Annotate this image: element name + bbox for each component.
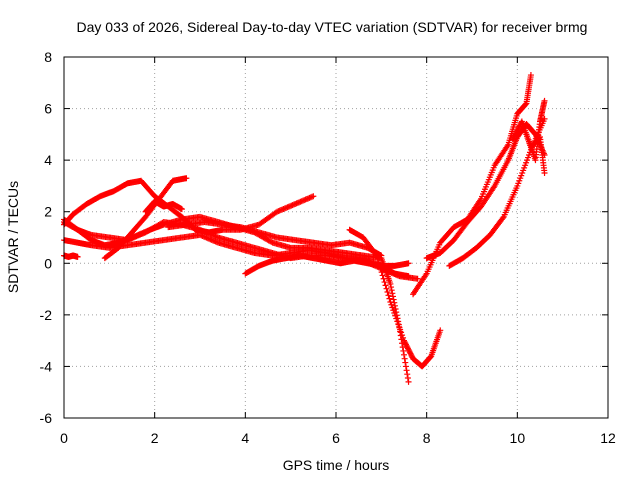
x-tick-label: 12 bbox=[600, 430, 616, 446]
data-point bbox=[414, 275, 421, 282]
data-point bbox=[401, 351, 407, 358]
data-point bbox=[394, 318, 401, 325]
data-point bbox=[399, 332, 406, 339]
data-point bbox=[390, 307, 397, 314]
data-point bbox=[74, 253, 81, 260]
data-point bbox=[395, 321, 402, 328]
data-point bbox=[400, 347, 407, 354]
data-point bbox=[374, 255, 381, 262]
series-track-13 bbox=[446, 115, 548, 269]
grid bbox=[64, 57, 608, 418]
y-tick-label: -4 bbox=[40, 358, 53, 374]
data-point bbox=[389, 304, 396, 311]
y-tick-label: -2 bbox=[40, 307, 53, 323]
data-point bbox=[402, 359, 409, 366]
data-point bbox=[389, 293, 396, 300]
data-point bbox=[373, 252, 380, 259]
data-point bbox=[380, 275, 387, 282]
data-point bbox=[404, 371, 411, 378]
data-point bbox=[390, 296, 397, 303]
data-point bbox=[391, 310, 398, 317]
y-tick-label: 2 bbox=[44, 204, 52, 220]
series-track-8 bbox=[142, 198, 185, 215]
data-points bbox=[61, 72, 548, 385]
data-point bbox=[388, 284, 395, 291]
x-tick-label: 8 bbox=[423, 430, 431, 446]
data-point bbox=[383, 285, 390, 292]
data-point bbox=[392, 312, 399, 319]
x-tick-label: 0 bbox=[60, 430, 68, 446]
x-tick-label: 4 bbox=[241, 430, 249, 446]
x-tick-label: 10 bbox=[510, 430, 526, 446]
data-point bbox=[393, 315, 400, 322]
data-point bbox=[437, 327, 444, 334]
data-point bbox=[400, 334, 407, 341]
data-point bbox=[396, 323, 403, 330]
y-tick-label: 0 bbox=[44, 255, 52, 271]
data-point bbox=[541, 97, 548, 104]
data-point bbox=[387, 298, 394, 305]
data-point bbox=[405, 260, 412, 267]
x-tick-label: 6 bbox=[332, 430, 340, 446]
x-tick-label: 2 bbox=[151, 430, 159, 446]
data-point bbox=[384, 289, 391, 296]
y-tick-label: 4 bbox=[44, 152, 52, 168]
data-point bbox=[377, 265, 384, 272]
data-point bbox=[388, 301, 395, 308]
data-point bbox=[405, 378, 412, 385]
data-point bbox=[378, 269, 385, 276]
data-point bbox=[499, 215, 506, 222]
data-point bbox=[397, 326, 404, 333]
data-point bbox=[379, 272, 386, 279]
data-point bbox=[375, 259, 382, 266]
chart-title: Day 033 of 2026, Sidereal Day-to-day VTE… bbox=[77, 19, 588, 35]
data-point bbox=[404, 375, 411, 382]
data-point bbox=[183, 175, 190, 182]
series-track-7 bbox=[165, 219, 385, 259]
series-track-9 bbox=[242, 252, 412, 277]
data-point bbox=[403, 367, 410, 374]
data-point bbox=[398, 329, 405, 336]
data-point bbox=[402, 363, 409, 370]
data-point bbox=[376, 262, 383, 269]
data-point bbox=[389, 290, 396, 297]
y-tick-label: -6 bbox=[40, 410, 53, 426]
data-point bbox=[381, 279, 388, 286]
y-axis-title: SDTVAR / TECUs bbox=[5, 181, 21, 293]
series-track-5 bbox=[61, 252, 81, 260]
data-point bbox=[372, 251, 379, 258]
series-track-10 bbox=[346, 226, 444, 370]
data-point bbox=[385, 292, 392, 299]
series-track-15 bbox=[523, 97, 548, 164]
y-tick-label: 6 bbox=[44, 101, 52, 117]
data-point bbox=[178, 206, 185, 213]
data-point bbox=[386, 295, 393, 302]
x-axis-title: GPS time / hours bbox=[283, 457, 390, 473]
data-point bbox=[527, 72, 534, 79]
data-point bbox=[382, 282, 389, 289]
y-tick-label: 8 bbox=[44, 49, 52, 65]
data-point bbox=[310, 193, 317, 200]
data-point bbox=[387, 280, 394, 287]
data-point bbox=[541, 170, 548, 177]
axis-ticks: 0 2 4 6 8 10 12 -6 -4 -2 0 2 4 6 8 bbox=[40, 49, 616, 446]
data-point bbox=[388, 287, 395, 294]
data-point bbox=[522, 101, 529, 108]
data-point bbox=[401, 355, 408, 362]
